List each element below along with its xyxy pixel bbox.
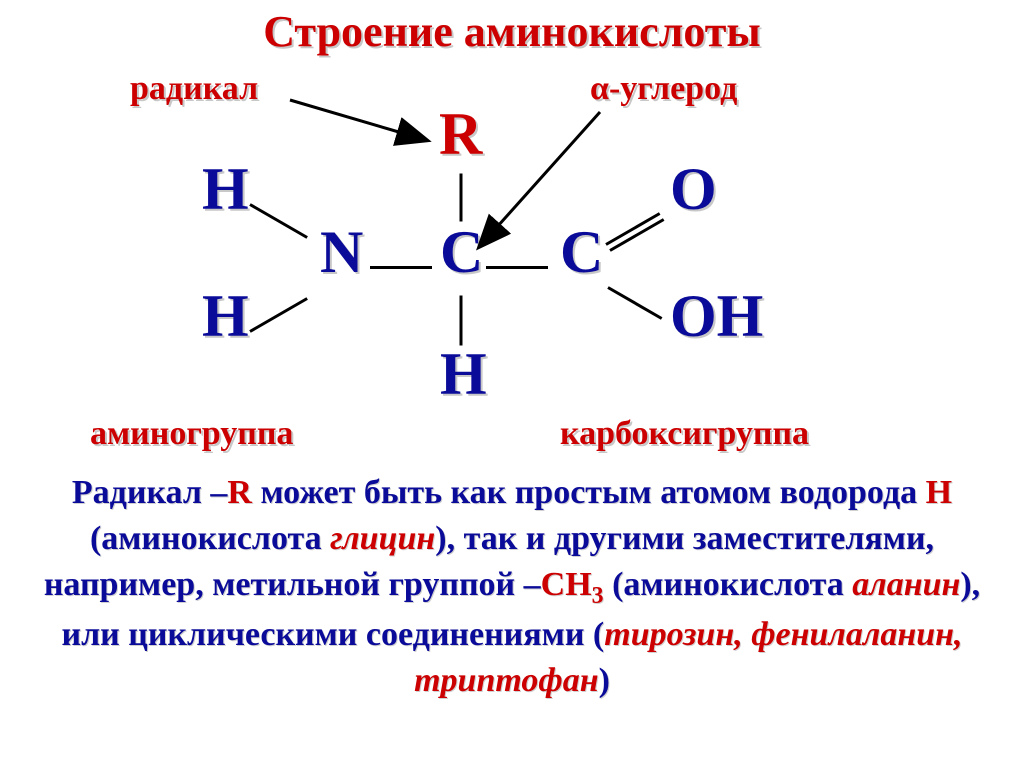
para-run-2: может быть как простым атомом водорода <box>252 474 926 511</box>
para-run-10: аланин <box>852 566 960 603</box>
para-run-3: H <box>926 474 952 511</box>
description-paragraph: Радикал –R может быть как простым атомом… <box>30 470 994 703</box>
para-run-8: 3 <box>592 583 604 609</box>
para-run-0: Радикал – <box>72 474 228 511</box>
para-run-9: (аминокислота <box>604 566 853 603</box>
callout-arrow-1 <box>480 112 600 246</box>
para-run-5: глицин <box>330 520 435 557</box>
para-run-1: R <box>227 474 252 511</box>
callout-arrow-0 <box>290 100 426 140</box>
para-run-13: ) <box>599 662 610 699</box>
para-run-4: (аминокислота <box>90 520 330 557</box>
para-run-7: CH <box>541 566 592 603</box>
